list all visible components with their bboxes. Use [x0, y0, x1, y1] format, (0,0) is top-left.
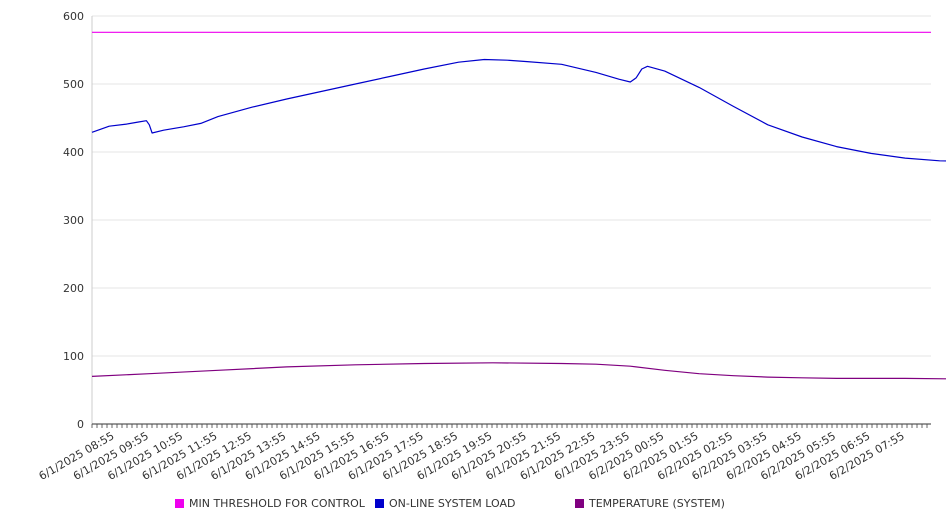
y-tick-label: 600 — [63, 10, 84, 23]
chart-legend: MIN THRESHOLD FOR CONTROL ON-LINE SYSTEM… — [0, 497, 946, 513]
legend-label-min-threshold: MIN THRESHOLD FOR CONTROL — [189, 497, 365, 510]
legend-swatch-system-load — [375, 499, 384, 508]
legend-item-temperature[interactable]: TEMPERATURE (SYSTEM) — [575, 497, 725, 510]
y-tick-label: 400 — [63, 146, 84, 159]
legend-swatch-temperature — [575, 499, 584, 508]
y-tick-label: 100 — [63, 350, 84, 363]
series-line-temperature — [91, 362, 946, 380]
y-tick-label: 0 — [77, 418, 84, 431]
series-lines — [91, 31, 946, 380]
legend-label-temperature: TEMPERATURE (SYSTEM) — [589, 497, 725, 510]
series-line-system-load — [91, 58, 946, 162]
legend-label-system-load: ON-LINE SYSTEM LOAD — [389, 497, 516, 510]
legend-item-min-threshold[interactable]: MIN THRESHOLD FOR CONTROL — [175, 497, 365, 510]
y-tick-label: 500 — [63, 78, 84, 91]
grid-lines — [92, 15, 931, 357]
y-tick-label: 300 — [63, 214, 84, 227]
y-tick-labels: 0 100 200 300 400 500 600 — [63, 10, 84, 431]
y-tick-label: 200 — [63, 282, 84, 295]
legend-swatch-min-threshold — [175, 499, 184, 508]
legend-item-system-load[interactable]: ON-LINE SYSTEM LOAD — [375, 497, 515, 510]
x-ticks: 6/1/2025 08:556/1/2025 09:556/1/2025 10:… — [37, 424, 928, 483]
